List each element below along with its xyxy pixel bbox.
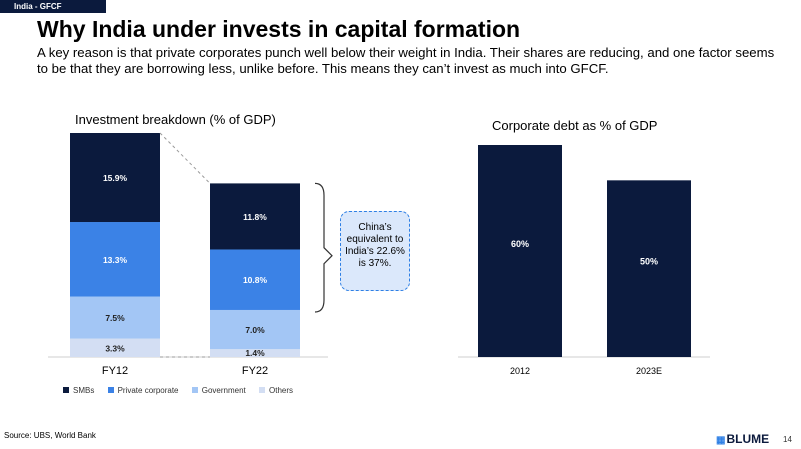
page-title: Why India under invests in capital forma…: [37, 16, 521, 42]
bar-segment-smbs-fy22: [210, 183, 300, 250]
data-label-others-fy12: 3.3%: [105, 343, 125, 353]
bar-segment-others-fy22: [210, 349, 300, 357]
data-label-government-fy12: 7.5%: [105, 313, 125, 323]
x-tick-label-2023e: 2023E: [636, 366, 662, 376]
chart-title-investment: Investment breakdown (% of GDP): [75, 112, 276, 127]
data-label-government-fy22: 7.0%: [245, 325, 265, 335]
data-label-private-corporate-fy22: 10.8%: [243, 275, 268, 285]
x-tick-label-fy12: FY12: [102, 365, 128, 377]
logo-text: BLUME: [726, 432, 770, 446]
x-tick-label-fy22: FY22: [242, 365, 268, 377]
legend-label-smbs: SMBs: [73, 386, 95, 395]
data-label-corporate-debt-2023e: 50%: [640, 257, 658, 267]
data-label-corporate-debt-2012: 60%: [511, 239, 529, 249]
connector-line-top: [159, 132, 211, 184]
source-note: Source: UBS, World Bank: [4, 431, 96, 440]
legend-label-others: Others: [269, 386, 294, 395]
data-label-private-corporate-fy12: 13.3%: [103, 255, 128, 265]
chart-title-corporate-debt: Corporate debt as % of GDP: [492, 118, 658, 133]
page-subtitle: A key reason is that private corporates …: [37, 45, 775, 76]
legend-item-others: Others: [259, 386, 293, 395]
legend-swatch-smbs: [63, 387, 69, 393]
data-label-smbs-fy22: 11.8%: [243, 212, 267, 222]
legend-item-government: Government: [191, 386, 246, 395]
legend-label-government: Government: [201, 386, 246, 395]
section-tag: India - GFCF: [0, 0, 106, 13]
bar-segment-government-fy12: [70, 296, 160, 339]
bar-corporate-debt-2012: [478, 145, 562, 357]
bar-segment-others-fy12: [70, 338, 160, 357]
data-label-others-fy22: 1.4%: [245, 348, 265, 358]
bracket-fy22: [314, 182, 333, 313]
legend-label-private-corporate: Private corporate: [117, 386, 179, 395]
legend-item-smbs: SMBs: [63, 386, 94, 395]
page-number: 14: [783, 435, 792, 444]
blume-logo-icon: ▦: [716, 435, 726, 446]
legend-swatch-private-corporate: [107, 387, 114, 393]
china-callout: China’s equivalent to India’s 22.6% is 3…: [340, 211, 410, 291]
chart-legend: SMBs Private corporate Government Others: [63, 386, 304, 395]
legend-item-private-corporate: Private corporate: [107, 386, 179, 395]
bar-segment-smbs-fy12: [70, 133, 160, 223]
bar-segment-private-corporate-fy22: [210, 249, 300, 310]
bar-corporate-debt-2023e: [607, 180, 691, 357]
legend-swatch-others: [259, 387, 265, 393]
bar-segment-private-corporate-fy12: [70, 222, 160, 297]
x-tick-label-2012: 2012: [510, 366, 530, 376]
data-label-smbs-fy12: 15.9%: [103, 173, 128, 183]
blume-logo: ▦BLUME: [716, 432, 769, 446]
legend-swatch-government: [191, 387, 198, 393]
bar-segment-government-fy22: [210, 309, 300, 350]
